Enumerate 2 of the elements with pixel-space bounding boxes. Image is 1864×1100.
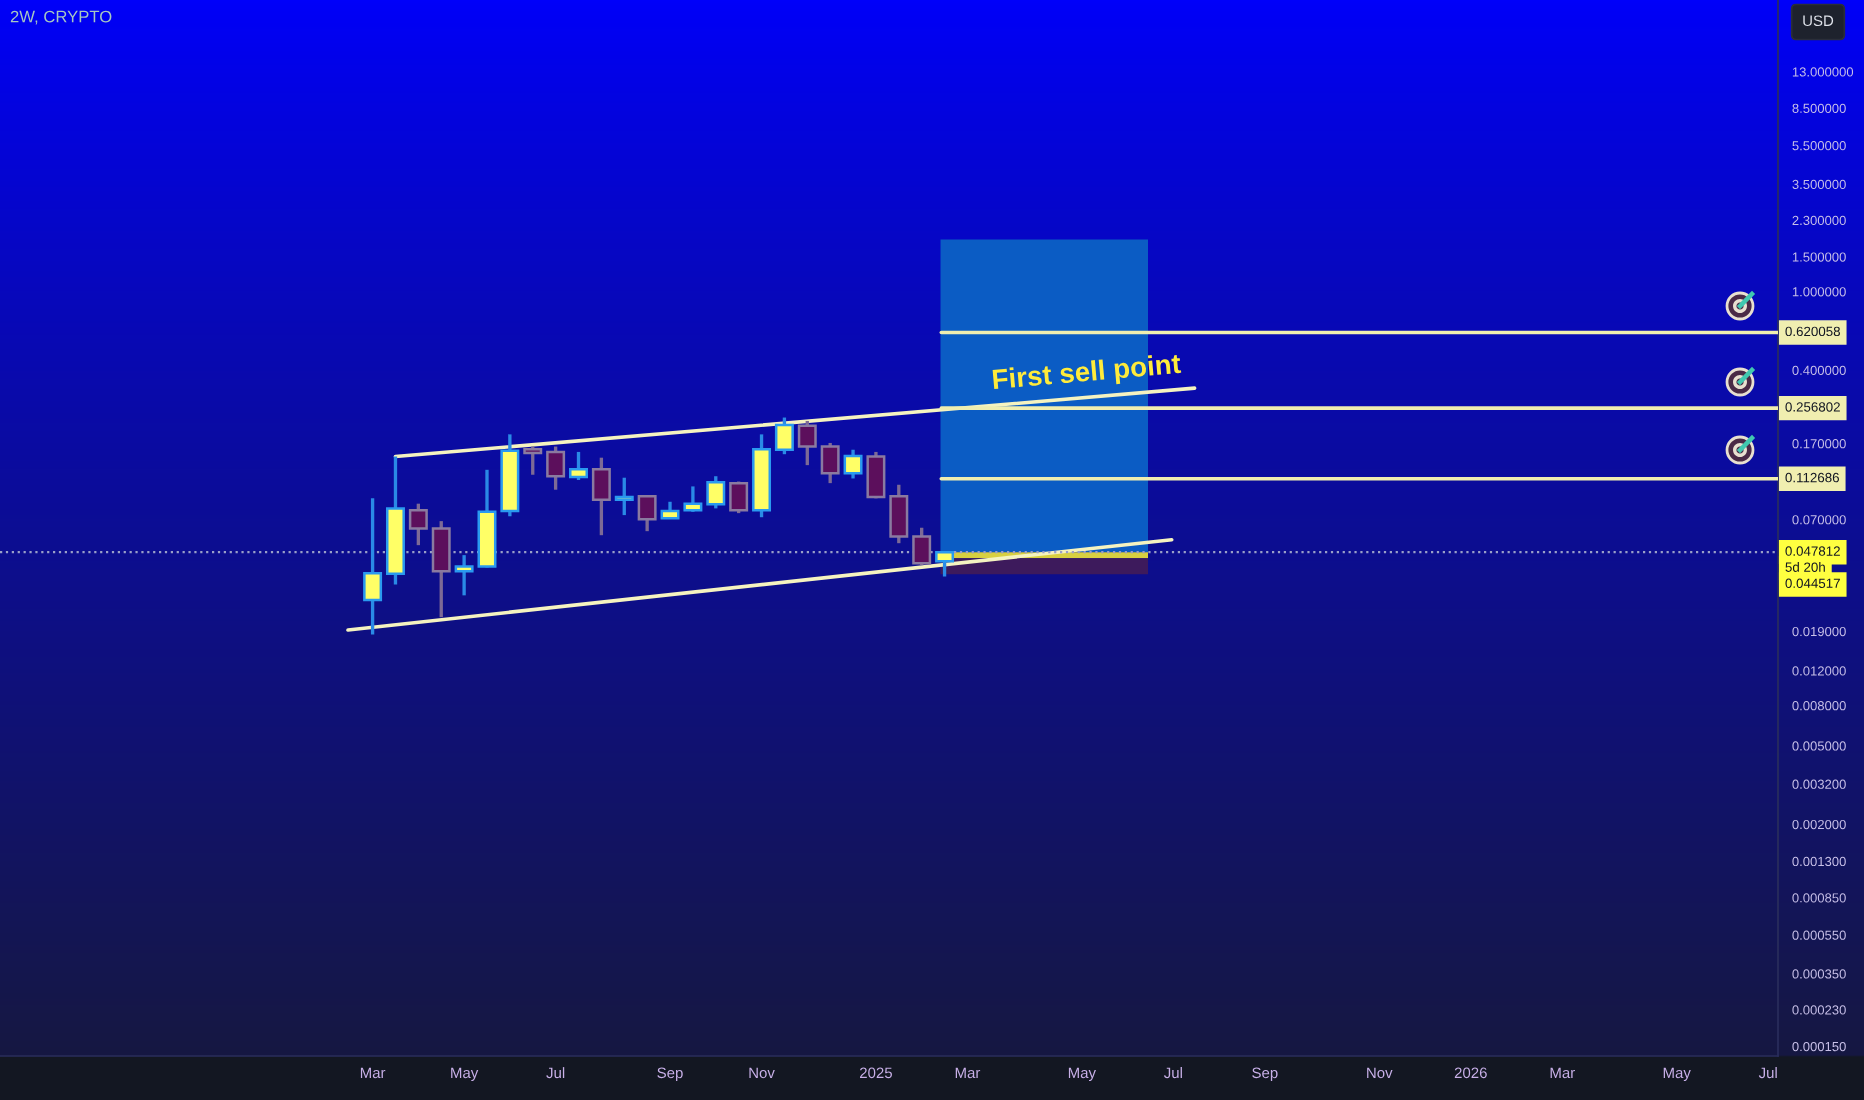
annotation: First sell point [992, 352, 1182, 395]
text: 2W, CRYPTO [10, 10, 112, 25]
